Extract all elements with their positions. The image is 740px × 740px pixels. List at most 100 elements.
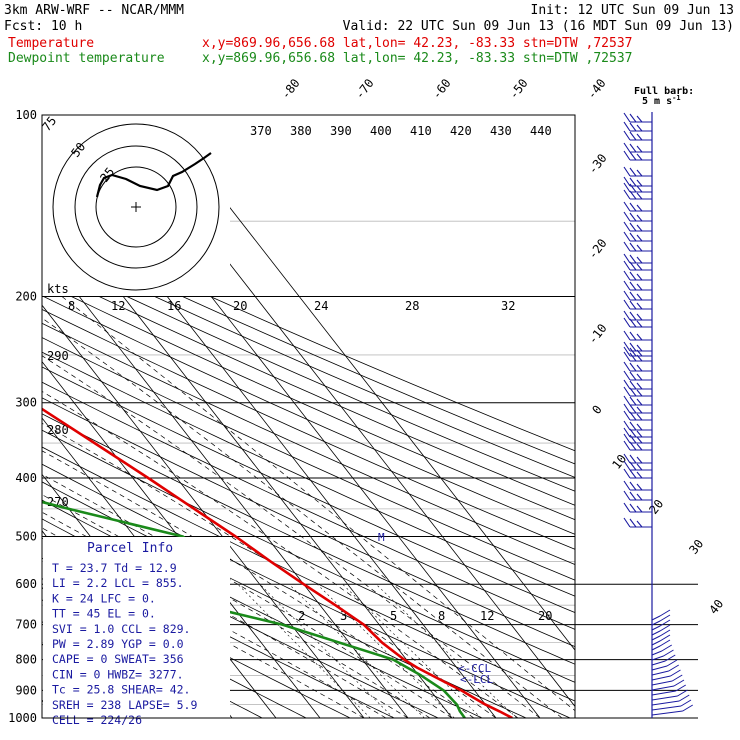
wind-barb-low bbox=[651, 649, 674, 661]
speed-scale-label: 8 bbox=[68, 299, 75, 313]
theta-label: 370 bbox=[250, 124, 272, 138]
model-title: 3km ARW-WRF -- NCAR/MMM bbox=[4, 3, 184, 18]
wind-barb-low bbox=[651, 614, 671, 626]
wind-barb bbox=[623, 201, 652, 212]
mixing-ratio-line bbox=[288, 583, 425, 718]
isobar-label: 700 bbox=[15, 618, 37, 632]
plot-frame bbox=[41, 114, 576, 719]
parcel-info-row: TT = 45 EL = 0. bbox=[52, 607, 156, 621]
theta-label: 410 bbox=[410, 124, 432, 138]
dry-adiabat bbox=[42, 429, 575, 683]
parcel-info-row: SVI = 1.0 CCL = 829. bbox=[52, 622, 190, 636]
wind-barb bbox=[623, 480, 652, 491]
theta-side-label: 280 bbox=[47, 423, 69, 437]
isotherm-label: 0 bbox=[589, 403, 604, 417]
wind-barb bbox=[623, 280, 652, 291]
wind-barb bbox=[623, 241, 652, 252]
wind-barb-low bbox=[651, 704, 694, 716]
dry-adiabat bbox=[42, 337, 575, 581]
wind-barb-low bbox=[651, 684, 687, 696]
wind-barb-low bbox=[651, 669, 681, 681]
dry-adiabat bbox=[42, 243, 575, 478]
isotherm-label: 30 bbox=[686, 537, 706, 557]
wind-barb bbox=[623, 453, 652, 464]
wind-barb bbox=[623, 440, 652, 451]
theta-side-label: 290 bbox=[47, 349, 69, 363]
dry-adiabat bbox=[42, 218, 575, 452]
isotherm-label: 10 bbox=[609, 452, 629, 472]
wind-barb bbox=[623, 460, 652, 471]
wind-barb bbox=[623, 517, 652, 528]
wind-barb bbox=[623, 176, 652, 187]
isobar-label: 500 bbox=[15, 529, 37, 543]
dry-adiabat bbox=[42, 255, 575, 492]
isotherm-label: -70 bbox=[352, 76, 376, 102]
speed-scale-label: 32 bbox=[501, 299, 515, 313]
wind-barb bbox=[623, 231, 652, 242]
wind-barb-low bbox=[651, 624, 671, 636]
wind-barb-low bbox=[651, 639, 671, 651]
wind-barb bbox=[623, 299, 652, 310]
hodograph-ring bbox=[74, 145, 198, 269]
moist-adiabat bbox=[42, 541, 365, 718]
parcel-info-row: PW = 2.89 YGP = 0.0 bbox=[52, 637, 184, 651]
dry-adiabat bbox=[42, 268, 575, 506]
wind-barb bbox=[623, 490, 652, 501]
hodograph-ring bbox=[52, 123, 220, 291]
temperature-profile bbox=[42, 407, 513, 718]
wind-barb bbox=[623, 502, 652, 513]
speed-scale-label: 28 bbox=[405, 299, 419, 313]
wind-barb-low bbox=[651, 679, 685, 691]
isobar-label: 200 bbox=[15, 290, 37, 304]
isobar-label: 100 bbox=[15, 108, 37, 122]
mixing-ratio-label: 12 bbox=[480, 609, 494, 623]
isotherm-line bbox=[42, 248, 409, 718]
parcel-info-rows: T = 23.7 Td = 12.9LI = 2.2 LCL = 855.K =… bbox=[52, 561, 197, 727]
isobar-label: 300 bbox=[15, 396, 37, 410]
mixing-ratio-line bbox=[259, 583, 394, 718]
isotherm-label: -20 bbox=[585, 236, 609, 262]
ccl-label: <-CCL bbox=[458, 662, 491, 675]
wind-barb-low bbox=[651, 609, 671, 621]
mixing-ratio-label: 8 bbox=[438, 609, 445, 623]
wind-barb bbox=[623, 142, 652, 153]
mixing-ratio-line bbox=[342, 583, 482, 718]
isotherm-line bbox=[0, 115, 12, 718]
theta-label: 390 bbox=[330, 124, 352, 138]
dry-adiabat bbox=[42, 578, 307, 718]
moist-adiabat bbox=[42, 391, 519, 718]
temperature-legend-label: Temperature bbox=[8, 36, 94, 51]
wind-barb bbox=[623, 361, 652, 372]
wind-barb bbox=[623, 130, 652, 141]
dry-adiabat bbox=[42, 351, 575, 597]
theta-label: 440 bbox=[530, 124, 552, 138]
parcel-info-row: Tc = 25.8 SHEAR= 42. bbox=[52, 683, 190, 697]
barb-legend-title: Full barb: bbox=[634, 86, 694, 97]
wind-barb bbox=[623, 182, 652, 193]
wind-barb bbox=[623, 403, 652, 414]
parcel-info-row: LI = 2.2 LCL = 855. bbox=[52, 576, 184, 590]
wind-barb-low bbox=[651, 644, 673, 656]
theta-label: 400 bbox=[370, 124, 392, 138]
parcel-info-row: K = 24 LFC = 0. bbox=[52, 591, 156, 605]
wind-barb bbox=[623, 221, 652, 232]
isotherm-line bbox=[42, 360, 321, 718]
wind-barb bbox=[623, 370, 652, 381]
wind-barbs bbox=[623, 112, 694, 718]
lcl-label: <-LCL bbox=[460, 673, 493, 686]
isobar-label: 1000 bbox=[8, 711, 37, 725]
valid-time: Valid: 22 UTC Sun 09 Jun 13 (16 MDT Sun … bbox=[343, 19, 734, 34]
hodograph-ring bbox=[95, 166, 177, 248]
mixing-ratio-line bbox=[316, 583, 455, 718]
wind-barb bbox=[623, 346, 652, 357]
moist-adiabat bbox=[42, 473, 453, 718]
dry-adiabat bbox=[42, 230, 575, 465]
dry-adiabat bbox=[42, 295, 575, 535]
parcel-info-row: CIN = 0 HWBZ= 3277. bbox=[52, 667, 184, 681]
wind-barb bbox=[623, 270, 652, 281]
dry-adiabat bbox=[42, 308, 575, 550]
wind-barb bbox=[623, 341, 652, 352]
init-time: Init: 12 UTC Sun 09 Jun 13 bbox=[531, 3, 735, 18]
melting-level-marker: M bbox=[378, 531, 385, 544]
